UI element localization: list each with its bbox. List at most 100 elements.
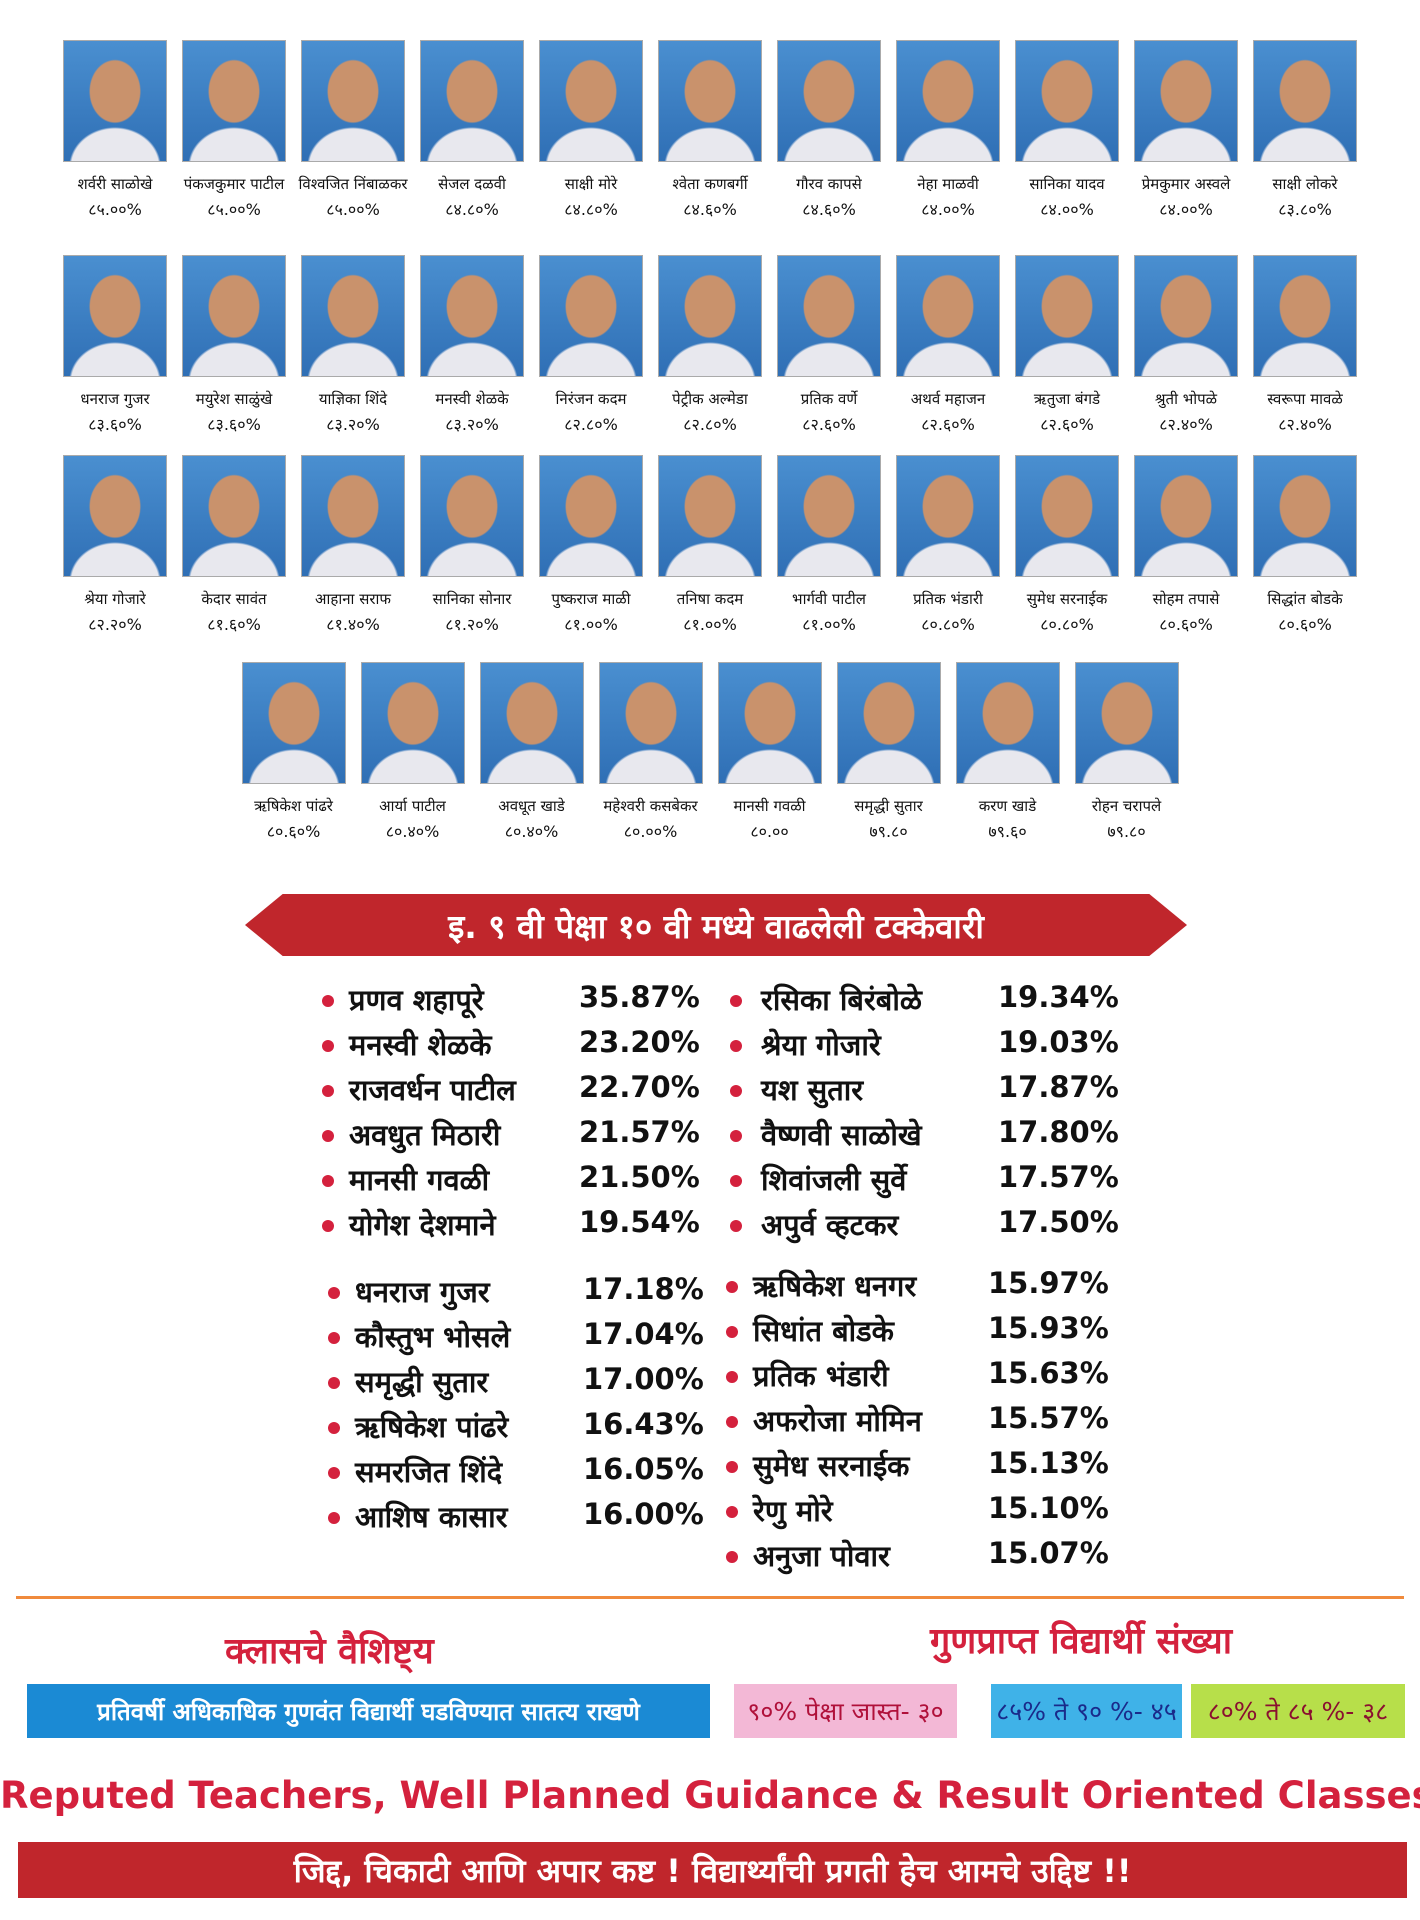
student-name: आशिष कासार <box>355 1500 508 1534</box>
student-name: याज्ञिका शिंदे <box>318 390 388 408</box>
student-card: श्वेता कणबर्गी ८४.६०% <box>651 40 770 220</box>
student-name: श्रेया गोजारे <box>761 1028 881 1062</box>
student-card: पंकजकुमार पाटील ८५.००% <box>175 40 294 220</box>
student-name: समृद्धी सुतार <box>355 1365 489 1399</box>
student-name: रोहन चरापले <box>1091 797 1162 815</box>
student-card: ऋतुजा बंगडे ८२.६०% <box>1008 255 1127 435</box>
student-score: ८३.८०% <box>1278 200 1332 219</box>
student-photo <box>539 455 643 577</box>
student-photo <box>836 662 941 784</box>
student-photo <box>63 40 167 162</box>
student-score: ८२.६०% <box>1040 415 1094 434</box>
bullet <box>730 1085 742 1097</box>
student-photo <box>539 255 643 377</box>
student-score: ८३.६०% <box>88 415 142 434</box>
student-photo <box>896 255 1000 377</box>
student-card: आर्या पाटील ८०.४०% <box>353 662 472 842</box>
student-card: सानिका यादव ८४.००% <box>1008 40 1127 220</box>
student-photo <box>420 455 524 577</box>
bullet <box>322 1220 334 1232</box>
student-score: ८०.८०% <box>921 615 975 634</box>
student-name: रसिका बिरंबोळे <box>761 983 922 1017</box>
student-photo <box>1134 455 1238 577</box>
bullet <box>726 1416 738 1428</box>
student-score: ८०.६०% <box>1159 615 1213 634</box>
student-card: साक्षी लोकरे ८३.८०% <box>1246 40 1365 220</box>
improvement-value: 17.04% <box>583 1317 704 1351</box>
student-photo <box>301 40 405 162</box>
student-photo <box>182 455 286 577</box>
student-name: भार्गवी पाटील <box>792 590 866 608</box>
bullet <box>328 1422 340 1434</box>
student-photo <box>301 255 405 377</box>
student-name: कौस्तुभ भोसले <box>355 1320 511 1354</box>
bullet <box>726 1551 738 1563</box>
improvement-value: 19.34% <box>998 980 1119 1014</box>
student-photo <box>1253 40 1357 162</box>
student-photo <box>777 40 881 162</box>
student-name: निरंजन कदम <box>555 390 627 408</box>
improvement-value: 23.20% <box>579 1025 700 1059</box>
student-name: सोहम तपासे <box>1152 590 1220 608</box>
bullet <box>328 1377 340 1389</box>
student-name: सानिका सोनार <box>432 590 512 608</box>
student-name: सिद्धांत बोडके <box>1267 590 1343 608</box>
student-score: ८१.२०% <box>445 615 499 634</box>
student-score: ८३.२०% <box>326 415 380 434</box>
improvement-value: 15.93% <box>988 1311 1109 1345</box>
student-score: ८४.८०% <box>564 200 618 219</box>
student-name: अवधुत मिठारी <box>349 1118 501 1152</box>
student-card: सोहम तपासे ८०.६०% <box>1127 455 1246 635</box>
student-photo <box>1015 455 1119 577</box>
student-photo <box>182 40 286 162</box>
student-name: अपुर्व व्हटकर <box>761 1208 899 1242</box>
student-score: ८१.००% <box>802 615 856 634</box>
student-photo <box>658 40 762 162</box>
student-card: सानिका सोनार ८१.२०% <box>413 455 532 635</box>
improvement-value: 15.63% <box>988 1356 1109 1390</box>
student-score: ८३.६०% <box>207 415 261 434</box>
student-score: ८२.६०% <box>921 415 975 434</box>
student-name: ऋषिकेश पांढरे <box>254 797 333 815</box>
student-name: मानसी गवळी <box>349 1163 490 1197</box>
improvement-value: 22.70% <box>579 1070 700 1104</box>
student-name: नेहा माळवी <box>917 175 979 193</box>
bullet <box>328 1467 340 1479</box>
student-score: ८२.२०% <box>88 615 142 634</box>
student-name: श्रेया गोजारे <box>84 590 146 608</box>
student-photo <box>658 255 762 377</box>
student-photo <box>63 455 167 577</box>
student-card: श्रुती भोपळे ८२.४०% <box>1127 255 1246 435</box>
bullet <box>726 1461 738 1473</box>
student-score: ८५.००% <box>207 200 261 219</box>
student-name: गौरव कापसे <box>796 175 862 193</box>
student-row: ऋषिकेश पांढरे ८०.६०% आर्या पाटील ८०.४०% अवधू… <box>0 662 1420 842</box>
student-score: ८०.४०% <box>504 822 559 841</box>
student-name: विश्वजित निंबाळकर <box>298 175 408 193</box>
student-photo <box>1134 255 1238 377</box>
student-card: स्वरूपा मावळे ८२.४०% <box>1246 255 1365 435</box>
section-banner: इ. ९ वी पेक्षा १० वी मध्ये वाढलेली टक्के… <box>245 894 1187 956</box>
student-name: तनिषा कदम <box>676 590 744 608</box>
student-card: पेट्रीक अल्मेडा ८२.८०% <box>651 255 770 435</box>
student-name: धनराज गुजर <box>80 390 150 408</box>
student-photo <box>1253 455 1357 577</box>
student-name: अवधूत खाडे <box>498 797 565 815</box>
student-photo <box>896 40 1000 162</box>
student-name: धनराज गुजर <box>355 1275 490 1309</box>
student-score: ८०.४०% <box>385 822 440 841</box>
student-card: अवधूत खाडे ८०.४०% <box>472 662 591 842</box>
student-score: ८०.६०% <box>266 822 321 841</box>
student-name: पंकजकुमार पाटील <box>183 175 285 193</box>
improvement-value: 17.50% <box>998 1205 1119 1239</box>
student-photo <box>777 455 881 577</box>
improvement-value: 21.57% <box>579 1115 700 1149</box>
student-card: सेजल दळवी ८४.८०% <box>413 40 532 220</box>
student-score: ८४.८०% <box>445 200 499 219</box>
student-photo <box>301 455 405 577</box>
student-score: ८४.००% <box>1159 200 1213 219</box>
student-score: ८०.६०% <box>1278 615 1332 634</box>
feature-heading: क्लासचे वैशिष्ट्य <box>225 1631 434 1672</box>
student-name: प्रेमकुमार अस्वले <box>1141 175 1231 193</box>
motto-bar: जिद्द, चिकाटी आणि अपार कष्ट ! विद्यार्थ्… <box>18 1842 1407 1898</box>
